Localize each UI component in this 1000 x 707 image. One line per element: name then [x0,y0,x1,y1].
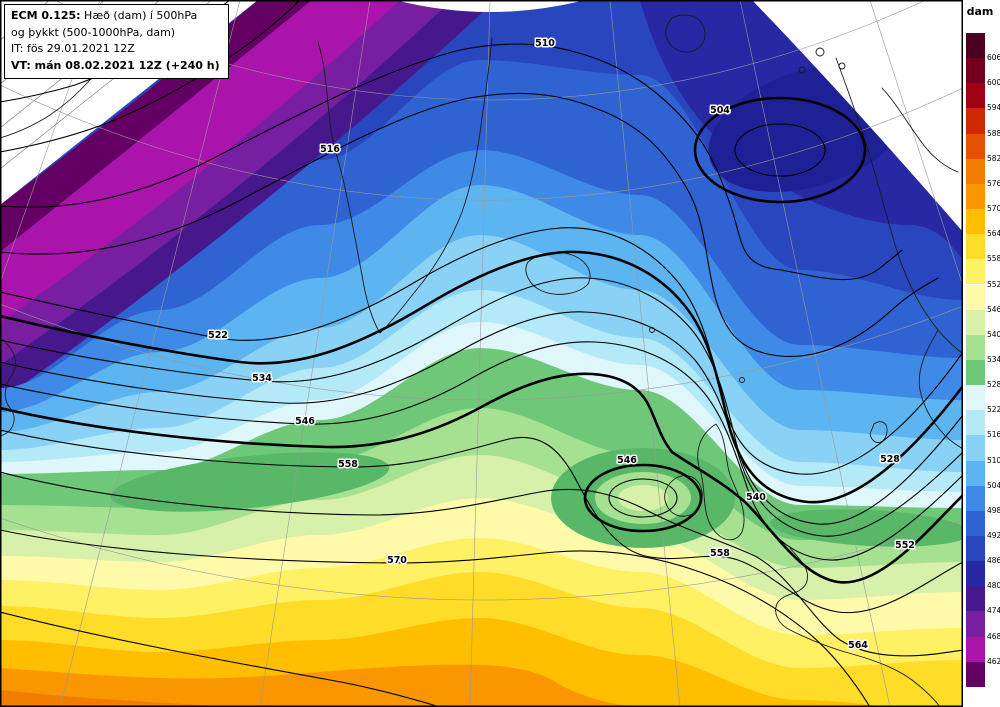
legend-color-box [966,460,985,486]
legend-color-box [966,410,985,436]
legend-color-box [966,661,985,687]
domain-mask-top-right [752,0,963,232]
legend-title: dam [966,5,994,18]
legend-color-box [966,334,985,360]
legend-tick-label: 564 [987,229,1000,239]
legend-color-box [966,536,985,562]
legend-tick-label: 510 [987,455,1000,465]
legend-color-box [966,58,985,84]
legend-color-box [966,83,985,109]
legend-color-box [966,636,985,662]
contour-label: 528 [880,454,900,465]
contour-label: 534 [252,373,272,384]
legend-tick-label: 594 [987,103,1000,113]
contour-label: 510 [535,38,555,49]
legend-tick-label: 468 [987,631,1000,641]
legend-color-box [966,108,985,134]
legend-tick-label: 558 [987,254,1000,264]
weather-map-canvas: 4985045105165225285345405465465525585585… [0,0,963,707]
legend-tick-label: 570 [987,204,1000,214]
model-name: ECM 0.125: [11,9,81,22]
legend-color-box [966,359,985,386]
legend-color-box [966,259,985,285]
legend-tick-label: 528 [987,380,1000,390]
legend-color-box [966,309,985,335]
contour-label: 558 [338,459,358,470]
legend-tick-label: 600 [987,78,1000,88]
legend-tick-label: 504 [987,480,1000,490]
legend-tick-label: 582 [987,153,1000,163]
contour-label: 546 [295,416,315,427]
contour-label: 516 [320,144,340,155]
legend-tick-label: 516 [987,430,1000,440]
legend-tick-label: 480 [987,581,1000,591]
legend-color-box [966,510,985,536]
legend-tick-label: 492 [987,531,1000,540]
height-contour-layer [0,0,963,707]
info-line-subtitle: og þykkt (500-1000hPa, dam) [11,25,176,39]
contour-label: 522 [208,330,228,341]
legend-tick-label: 546 [987,304,1000,314]
legend-color-box [966,183,985,210]
legend-color-box [966,33,985,59]
contour-label: 564 [848,640,868,651]
legend-tick-label: 498 [987,505,1000,515]
info-line-init-time: IT: fös 29.01.2021 12Z [11,42,135,55]
legend-color-box [966,158,985,184]
legend-color-box [966,611,985,637]
contour-label: 540 [746,492,766,503]
legend-tick-label: 474 [987,606,1000,616]
contour-label: 546 [617,455,637,466]
legend-color-box [966,561,985,587]
coastline-layer [0,14,963,707]
info-box: ECM 0.125: Hæð (dam) í 500hPa og þykkt (… [4,4,229,79]
contour-label: 504 [710,105,730,116]
contour-label: 558 [710,548,730,559]
legend-color-box [966,485,985,511]
legend-tick-label: 522 [987,405,1000,415]
weather-map-svg: 4985045105165225285345405465465525585585… [0,0,963,707]
info-line-title: ECM 0.125: Hæð (dam) í 500hPa [11,8,220,25]
legend-color-box [966,435,985,461]
legend-tick-label: 486 [987,556,1000,566]
legend-tick-label: 552 [987,279,1000,289]
legend-tick-label: 540 [987,329,1000,339]
map-border [0,0,963,707]
legend-color-box [966,385,985,411]
field-name: Hæð (dam) í 500hPa [80,9,198,22]
legend-tick-label: 534 [987,354,1000,364]
legend-color-box [966,586,985,612]
legend-tick-label: 606 [987,53,1000,63]
contour-label: 552 [895,540,915,551]
legend-tick-label: 462 [987,656,1000,666]
legend-tick-label: 588 [987,128,1000,138]
legend-panel: dam 606 600 594 588 582 576 570 564 558 552 546 540… [963,0,1000,707]
legend-tick-label: 576 [987,178,1000,188]
legend-color-box [966,133,985,159]
legend-color-box [966,209,985,235]
info-line-valid-time: VT: mán 08.02.2021 12Z (+240 h) [11,58,220,72]
legend-color-box [966,234,985,260]
legend-color-box [966,284,985,310]
contour-label: 570 [387,555,407,566]
